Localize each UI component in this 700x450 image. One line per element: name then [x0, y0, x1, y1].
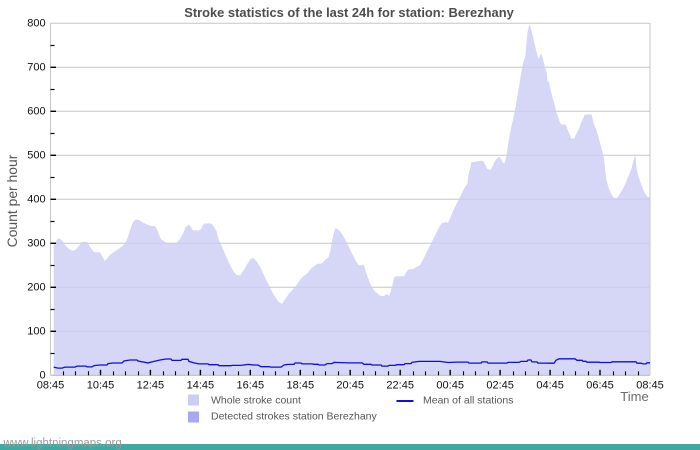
svg-text:100: 100	[27, 326, 45, 338]
svg-text:Count per hour: Count per hour	[4, 154, 20, 247]
svg-text:12:45: 12:45	[137, 379, 165, 391]
svg-text:Detected strokes station Berez: Detected strokes station Berezhany	[211, 411, 378, 423]
svg-text:500: 500	[27, 150, 45, 162]
svg-text:300: 300	[27, 238, 45, 250]
svg-text:200: 200	[27, 282, 45, 294]
svg-text:Time: Time	[620, 389, 648, 404]
svg-text:18:45: 18:45	[287, 379, 315, 391]
svg-text:Whole stroke count: Whole stroke count	[211, 395, 301, 407]
svg-text:www.lightningmaps.org: www.lightningmaps.org	[3, 438, 122, 450]
svg-text:08:45: 08:45	[636, 379, 664, 391]
svg-text:Stroke statistics of the last: Stroke statistics of the last 24h for st…	[184, 5, 514, 20]
svg-text:Mean of all stations: Mean of all stations	[423, 395, 513, 407]
svg-text:400: 400	[27, 194, 45, 206]
svg-text:22:45: 22:45	[386, 379, 414, 391]
svg-text:20:45: 20:45	[336, 379, 364, 391]
svg-text:16:45: 16:45	[237, 379, 265, 391]
svg-text:600: 600	[27, 106, 45, 118]
svg-text:06:45: 06:45	[586, 379, 614, 391]
svg-text:0: 0	[39, 370, 45, 382]
svg-text:08:45: 08:45	[37, 379, 65, 391]
svg-text:00:45: 00:45	[436, 379, 464, 391]
svg-text:04:45: 04:45	[536, 379, 564, 391]
svg-text:700: 700	[27, 62, 45, 74]
svg-text:800: 800	[27, 18, 45, 30]
svg-text:10:45: 10:45	[87, 379, 115, 391]
svg-text:02:45: 02:45	[486, 379, 514, 391]
svg-text:14:45: 14:45	[187, 379, 215, 391]
